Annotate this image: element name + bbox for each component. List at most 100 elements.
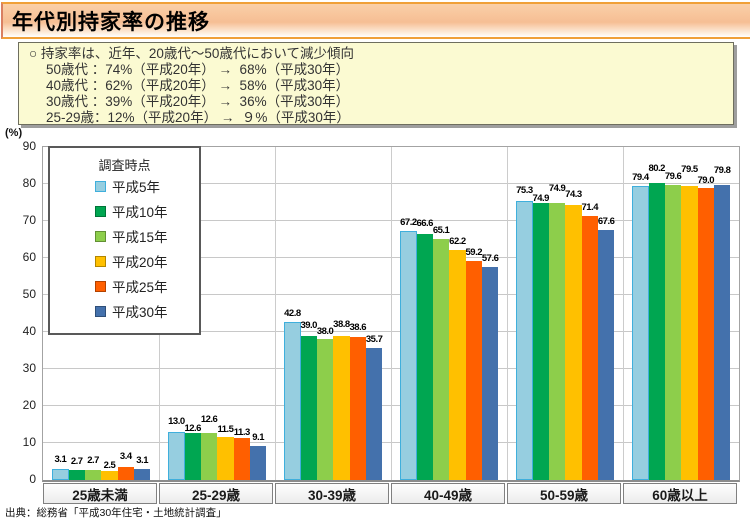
bar: [68, 470, 85, 480]
bar: [249, 446, 267, 480]
x-axis-category-label: 60歳以上: [623, 483, 737, 504]
bar-value-label: 2.7: [70, 456, 83, 468]
bar-value-label: 38.6: [349, 322, 367, 334]
bar-value-label: 80.2: [648, 163, 665, 175]
legend-color-swatch: [95, 280, 106, 292]
y-axis-tick-label: 10: [22, 435, 36, 449]
y-axis-tick-label: 90: [22, 139, 36, 153]
bar: [565, 205, 582, 480]
legend-item-label: 平成15年: [112, 230, 168, 245]
bar: [84, 470, 102, 480]
bar-value-label: 3.4: [119, 451, 132, 463]
x-axis-category-label: 50-59歳: [507, 483, 621, 504]
bar: [581, 215, 598, 480]
legend-color-swatch: [95, 205, 106, 217]
page-title: 年代別持家率の推移: [12, 10, 210, 34]
bar-value-label: 38.0: [316, 326, 334, 338]
bar: [300, 335, 317, 480]
bar-value-label: 79.8: [713, 164, 731, 176]
bar-value-label: 38.8: [333, 319, 350, 331]
y-axis-tick-label: 0: [29, 472, 36, 486]
y-axis-unit-label: (%): [5, 127, 23, 139]
bar: [664, 185, 682, 480]
plot-area: 3.1 2.7 2.7 2.5 3.4 3.1 13.0 12.6 12.6 11.5 11.3 9.…: [42, 146, 740, 482]
bar: [648, 183, 665, 480]
page-title-bar: 年代別持家率の推移: [1, 2, 750, 39]
bar-value-label: 71.4: [581, 201, 599, 213]
bar: [697, 187, 714, 480]
bar-value-label: 3.1: [54, 453, 67, 465]
bar-value-label: 67.2: [400, 217, 417, 229]
legend-item-label: 平成25年: [112, 280, 168, 295]
bar: [516, 201, 533, 480]
legend-item-label: 平成30年: [112, 305, 168, 320]
legend-item-label: 平成5年: [112, 180, 161, 195]
bar: [681, 185, 698, 480]
legend-item: 平成25年: [95, 279, 168, 295]
category-separator-line: [623, 147, 624, 480]
bar-value-label: 39.0: [300, 319, 317, 331]
bar-value-label: 59.2: [465, 246, 483, 258]
bar-value-label: 11.5: [217, 424, 234, 436]
bar-value-label: 42.8: [284, 307, 301, 319]
legend-item-label: 平成10年: [112, 205, 168, 220]
bar-value-label: 9.1: [252, 432, 264, 444]
bar: [316, 339, 334, 480]
bar: [548, 202, 566, 480]
bar: [217, 437, 234, 480]
bar: [597, 229, 615, 480]
bar-value-label: 2.7: [87, 455, 99, 467]
bar: [632, 186, 649, 480]
bar: [465, 260, 482, 480]
bar-value-label: 11.3: [233, 427, 250, 439]
bar-value-label: 74.3: [565, 189, 582, 201]
bar: [52, 468, 69, 480]
bar-value-label: 79.5: [681, 163, 698, 175]
legend: 調査時点 平成5年 平成10年 平成15年 平成20年 平成25年 平成30年: [48, 146, 201, 335]
summary-note: ○ 持家率は、近年、20歳代～50歳代において減少傾向 50歳代 ：74%（平成2…: [18, 42, 734, 125]
y-axis-tick-label: 60: [22, 250, 36, 264]
bar: [117, 467, 134, 480]
legend-item: 平成5年: [95, 179, 161, 195]
bar: [449, 249, 466, 480]
legend-item: 平成30年: [95, 304, 168, 320]
bar: [233, 438, 250, 480]
source-note: 出典：総務省「平成30年住宅・土地統計調査」: [5, 507, 227, 519]
bar: [365, 347, 383, 480]
legend-item-label: 平成20年: [112, 255, 168, 270]
note-line: 25-29歳：12%（平成20年） → ９%（平成30年）: [46, 110, 350, 125]
bar-value-label: 74.9: [548, 182, 566, 194]
note-line: 30歳代 ：39%（平成20年） → 36%（平成30年）: [46, 94, 350, 109]
y-axis-tick-label: 40: [22, 324, 36, 338]
bar-value-label: 66.6: [416, 217, 433, 229]
bar-value-label: 74.9: [532, 192, 549, 204]
bar-value-label: 13.0: [168, 415, 185, 427]
x-axis-category-label: 40-49歳: [391, 483, 505, 504]
note-line: 40歳代 ：62%（平成20年） → 58%（平成30年）: [46, 78, 350, 93]
bar-value-label: 75.3: [516, 185, 533, 197]
y-axis-tick-label: 30: [22, 361, 36, 375]
bar-value-label: 12.6: [184, 423, 201, 435]
x-axis-category-label: 25歳未満: [43, 483, 157, 504]
bar-value-label: 12.6: [200, 414, 218, 426]
bar-value-label: 35.7: [365, 333, 383, 345]
legend-item: 平成10年: [95, 204, 168, 220]
bar: [400, 231, 417, 480]
y-axis-tick-label: 70: [22, 213, 36, 227]
y-axis: 0 10 20 30 40 50 60 70 80 90: [0, 139, 36, 486]
bar: [184, 433, 201, 480]
category-separator-line: [391, 147, 392, 480]
bar-value-label: 65.1: [432, 225, 450, 237]
bar: [101, 470, 118, 480]
bar: [481, 266, 499, 480]
y-axis-tick-label: 50: [22, 287, 36, 301]
legend-item: 平成20年: [95, 254, 168, 270]
bar: [713, 184, 731, 480]
bar: [349, 337, 366, 480]
category-separator-line: [275, 147, 276, 480]
bar: [284, 321, 301, 480]
bar: [168, 431, 185, 480]
bar-value-label: 3.1: [136, 454, 148, 466]
x-axis-category-label: 25-29歳: [159, 483, 273, 504]
